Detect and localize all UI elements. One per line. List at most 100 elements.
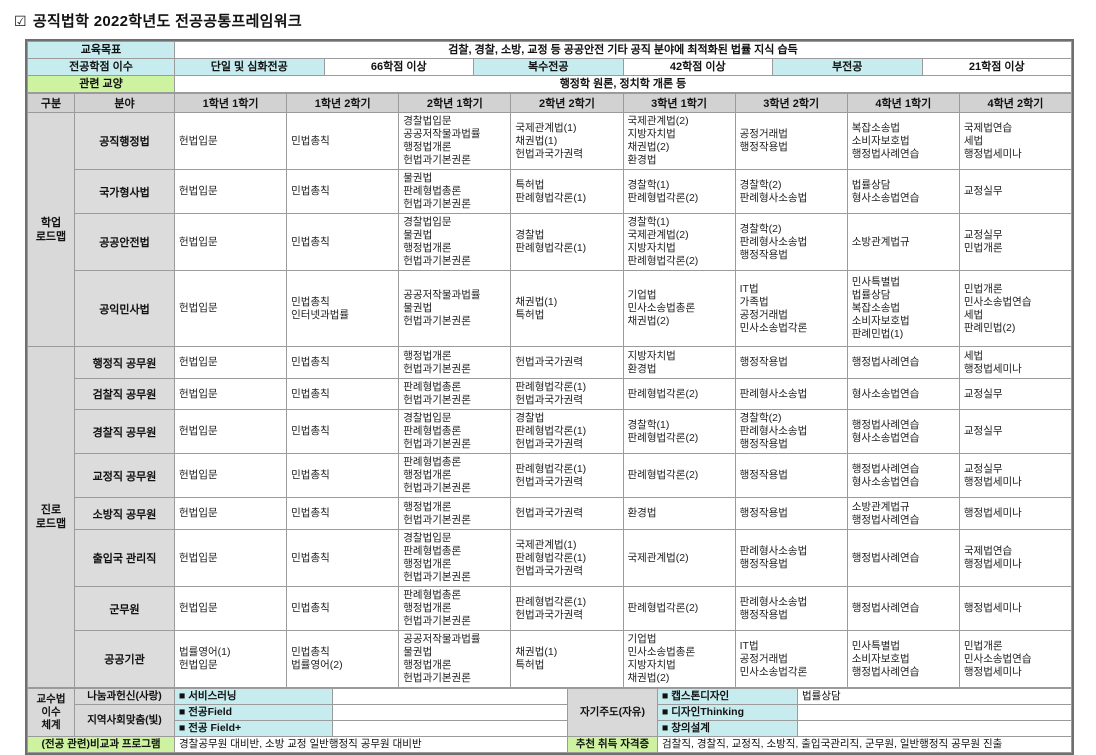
education-goal-value: 검찰, 경찰, 소방, 교정 등 공공안전 기타 공직 분야에 최적화된 법률 …	[174, 41, 1072, 59]
roadmap-row: 학업 로드맵 공직행정법 헌법입문 민법총칙 경찰법입문 공공저작물과법률 행정법개론 …	[27, 112, 1073, 347]
course-cell: 행정법세미나	[958, 497, 1073, 530]
field-label: 국가형사법	[74, 169, 175, 214]
course-cell: 경찰법입문 판례형법총론 헌법과기본권론	[398, 409, 512, 454]
course-cell: IT법 공정거래법 민사소송법각론	[734, 630, 848, 688]
column-header: 3학년 1학기	[622, 93, 736, 113]
course-cell: 국제관계법(1) 판례형법각론(1) 헌법과국가권력	[510, 529, 624, 587]
course-cell: 민사특별법 소비자보호법 행정법사례연습	[846, 630, 960, 688]
course-cell: 헌법입문	[173, 112, 288, 170]
footer-table: 교수법 이수 체계 나눔과헌신(사랑) ■ 서비스러닝 자기주도(자유) ■ 캡…	[27, 688, 1072, 753]
roadmap-row: 국가형사법 헌법입문 민법총칙 물권법 판례형법총론 헌법과기본권론 특허법 판례형법각…	[28, 169, 1073, 214]
checkbox-checked-icon: ☑	[14, 13, 27, 29]
course-cell: 판례형사소송법 행정작용법	[734, 586, 848, 631]
empty-cell	[332, 688, 568, 705]
creative-design-item: ■ 창의설계	[657, 720, 798, 737]
course-cell: 경찰학(1) 국제관계법(2) 지방자치법 판례형법각론(2)	[622, 213, 736, 271]
course-cell: 행정법개론 헌법과기본권론	[398, 346, 512, 379]
course-cell: 헌법입문	[173, 270, 288, 347]
double-major-label: 복수전공	[473, 58, 624, 76]
course-cell: 행정법사례연습 형사소송법연습	[846, 409, 960, 454]
roadmap-row: 진로 로드맵 행정직 공무원 헌법입문 민법총칙 행정법개론 헌법과기본권론 헌법과국가권…	[27, 346, 1073, 688]
course-cell: 행정법세미나	[958, 586, 1073, 631]
capstone-design-value: 법률상담	[797, 688, 1072, 705]
course-cell: 채권법(1) 특허법	[510, 270, 624, 347]
column-header: 1학년 2학기	[286, 93, 400, 113]
course-cell: 민법개론 민사소송법연습 행정법세미나	[958, 630, 1073, 688]
course-cell: 공정거래법 행정작용법	[734, 112, 848, 170]
course-cell: 민법총칙 법률영어(2)	[286, 630, 400, 688]
field-label: 행정직 공무원	[74, 346, 175, 379]
field-label: 교정직 공무원	[74, 453, 175, 498]
course-cell: 공공저작물과법률 물권법 행정법개론 헌법과기본권론	[398, 630, 512, 688]
course-cell: 국제법연습 행정법세미나	[958, 529, 1073, 587]
course-cell: 경찰법입문 공공저작물과법률 행정법개론 헌법과기본권론	[398, 112, 512, 170]
course-cell: 헌법입문	[173, 497, 288, 530]
major-field-item: ■ 전공Field	[174, 704, 333, 721]
group-label: 진로 로드맵	[27, 346, 75, 688]
column-header: 4학년 1학기	[846, 93, 960, 113]
teaching-method-header: 교수법 이수 체계	[27, 688, 75, 737]
course-cell: 형사소송법연습	[846, 378, 960, 410]
course-cell: 헌법입문	[173, 378, 288, 410]
course-cell: 교정실무	[958, 378, 1073, 410]
course-cell: 행정법개론 헌법과기본권론	[398, 497, 512, 530]
empty-cell	[797, 720, 1072, 737]
course-cell: 교정실무	[958, 409, 1073, 454]
related-liberal-arts-label: 관련 교양	[27, 75, 175, 93]
course-cell: 판례형법각론(1) 헌법과국가권력	[510, 453, 624, 498]
course-cell: 세법 행정법세미나	[958, 346, 1073, 379]
column-header: 2학년 1학기	[398, 93, 512, 113]
roadmap-row: 소방직 공무원 헌법입문 민법총칙 행정법개론 헌법과기본권론 헌법과국가권력 환경법 행정…	[28, 497, 1073, 530]
course-cell: 행정작용법	[734, 453, 848, 498]
course-cell: 교정실무	[958, 169, 1073, 214]
course-cell: 판례형법총론 행정법개론 헌법과기본권론	[398, 586, 512, 631]
field-label: 검찰직 공무원	[74, 378, 175, 410]
course-cell: 판례형사소송법	[734, 378, 848, 410]
course-cell: 민법총칙 인터넷과법률	[286, 270, 400, 347]
roadmap-row: 교정직 공무원 헌법입문 민법총칙 판례형법총론 행정법개론 헌법과기본권론 판례형법각…	[28, 453, 1073, 498]
course-cell: 교정실무 행정법세미나	[958, 453, 1073, 498]
course-cell: 판례형법각론(1) 헌법과국가권력	[510, 378, 624, 410]
course-cell: 환경법	[622, 497, 736, 530]
course-cell: 경찰학(1) 판례형법각론(2)	[622, 409, 736, 454]
summary-table: 교육목표 검찰, 경찰, 소방, 교정 등 공공안전 기타 공직 분야에 최적화…	[27, 41, 1072, 93]
field-label: 공직행정법	[74, 112, 175, 170]
group-label: 학업 로드맵	[27, 112, 75, 347]
field-label: 소방직 공무원	[74, 497, 175, 530]
field-label: 출입국 관리직	[74, 529, 175, 587]
course-cell: 헌법입문	[173, 529, 288, 587]
course-cell: 헌법과국가권력	[510, 346, 624, 379]
course-cell: 물권법 판례형법총론 헌법과기본권론	[398, 169, 512, 214]
column-header: 2학년 2학기	[510, 93, 624, 113]
course-cell: 교정실무 민법개론	[958, 213, 1073, 271]
course-cell: 판례형법각론(2)	[622, 453, 736, 498]
field-label: 군무원	[74, 586, 175, 631]
course-cell: 지방자치법 환경법	[622, 346, 736, 379]
course-cell: 판례형사소송법 행정작용법	[734, 529, 848, 587]
empty-cell	[797, 704, 1072, 721]
double-major-credits: 42학점 이상	[622, 58, 773, 76]
page-title-row: ☑ 공직법학 2022학년도 전공공통프레임워크	[0, 0, 1096, 39]
course-cell: 헌법입문	[173, 453, 288, 498]
recommended-certificates-label: 추천 취득 자격증	[567, 736, 658, 753]
course-cell: 복잡소송법 소비자보호법 행정법사례연습	[846, 112, 960, 170]
minor-label: 부전공	[772, 58, 923, 76]
roadmap-row: 공공안전법 헌법입문 민법총칙 경찰법입문 물권법 행정법개론 헌법과기본권론 경찰법 …	[28, 213, 1073, 271]
field-label: 공공기관	[74, 630, 175, 688]
course-cell: 행정법사례연습	[846, 346, 960, 379]
course-cell: 헌법입문	[173, 213, 288, 271]
related-liberal-arts-value: 행정학 원론, 정치학 개론 등	[174, 75, 1072, 93]
course-cell: 경찰학(2) 판례형사소송법	[734, 169, 848, 214]
course-cell: 공공저작물과법률 물권법 헌법과기본권론	[398, 270, 512, 347]
community-custom-label: 지역사회맞춤(빛)	[74, 704, 175, 737]
minor-credits: 21학점 이상	[921, 58, 1072, 76]
column-header: 분야	[74, 93, 175, 113]
course-cell: 판례형법총론 헌법과기본권론	[398, 378, 512, 410]
empty-cell	[332, 704, 568, 721]
roadmap-row: 공공기관 법률영어(1) 헌법입문 민법총칙 법률영어(2) 공공저작물과법률 물권법…	[28, 630, 1073, 688]
education-goal-label: 교육목표	[27, 41, 175, 59]
roadmap-row: 검찰직 공무원 헌법입문 민법총칙 판례형법총론 헌법과기본권론 판례형법각론(1) 헌…	[28, 378, 1073, 410]
field-label: 경찰직 공무원	[74, 409, 175, 454]
course-cell: 민사특별법 법률상담 복잡소송법 소비자보호법 판례민법(1)	[846, 270, 960, 347]
major-credits-label: 전공학점 이수	[27, 58, 175, 76]
